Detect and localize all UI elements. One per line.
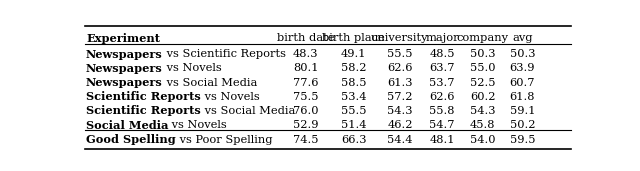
Text: 63.9: 63.9 — [509, 63, 535, 73]
Text: 50.3: 50.3 — [509, 49, 535, 59]
Text: 51.4: 51.4 — [341, 120, 367, 130]
Text: 49.1: 49.1 — [341, 49, 367, 59]
Text: major: major — [425, 33, 459, 43]
Text: vs Social Media: vs Social Media — [163, 77, 257, 88]
Text: 52.5: 52.5 — [470, 77, 495, 88]
Text: birth place: birth place — [323, 33, 385, 43]
Text: 55.8: 55.8 — [429, 106, 455, 116]
Text: 48.3: 48.3 — [293, 49, 319, 59]
Text: Scientific Reports: Scientific Reports — [86, 91, 201, 102]
Text: vs Novels: vs Novels — [163, 63, 221, 73]
Text: Good Spelling: Good Spelling — [86, 134, 176, 145]
Text: 52.9: 52.9 — [293, 120, 319, 130]
Text: 61.3: 61.3 — [387, 77, 413, 88]
Text: 50.2: 50.2 — [509, 120, 535, 130]
Text: 60.2: 60.2 — [470, 92, 495, 102]
Text: 58.5: 58.5 — [341, 77, 367, 88]
Text: university: university — [371, 33, 429, 43]
Text: 50.3: 50.3 — [470, 49, 495, 59]
Text: vs Poor Spelling: vs Poor Spelling — [176, 135, 272, 145]
Text: 59.5: 59.5 — [509, 135, 535, 145]
Text: 77.6: 77.6 — [293, 77, 319, 88]
Text: 48.5: 48.5 — [429, 49, 455, 59]
Text: Newspapers: Newspapers — [86, 49, 163, 60]
Text: 54.0: 54.0 — [470, 135, 495, 145]
Text: 59.1: 59.1 — [509, 106, 535, 116]
Text: 57.2: 57.2 — [387, 92, 413, 102]
Text: 53.7: 53.7 — [429, 77, 455, 88]
Text: company: company — [457, 33, 509, 43]
Text: 60.7: 60.7 — [509, 77, 535, 88]
Text: Newspapers: Newspapers — [86, 77, 163, 88]
Text: 80.1: 80.1 — [293, 63, 319, 73]
Text: vs Novels: vs Novels — [201, 92, 259, 102]
Text: Experiment: Experiment — [86, 33, 160, 44]
Text: 54.3: 54.3 — [470, 106, 495, 116]
Text: 54.4: 54.4 — [387, 135, 413, 145]
Text: 62.6: 62.6 — [387, 63, 413, 73]
Text: vs Scientific Reports: vs Scientific Reports — [163, 49, 285, 59]
Text: 61.8: 61.8 — [509, 92, 535, 102]
Text: Newspapers: Newspapers — [86, 63, 163, 74]
Text: 48.1: 48.1 — [429, 135, 455, 145]
Text: 76.0: 76.0 — [293, 106, 319, 116]
Text: birth date: birth date — [277, 33, 335, 43]
Text: 46.2: 46.2 — [387, 120, 413, 130]
Text: 45.8: 45.8 — [470, 120, 495, 130]
Text: 62.6: 62.6 — [429, 92, 455, 102]
Text: 74.5: 74.5 — [293, 135, 319, 145]
Text: 55.5: 55.5 — [387, 49, 413, 59]
Text: 55.5: 55.5 — [341, 106, 367, 116]
Text: Scientific Reports: Scientific Reports — [86, 106, 201, 116]
Text: 75.5: 75.5 — [293, 92, 319, 102]
Text: 55.0: 55.0 — [470, 63, 495, 73]
Text: 54.3: 54.3 — [387, 106, 413, 116]
Text: 66.3: 66.3 — [341, 135, 367, 145]
Text: vs Social Media: vs Social Media — [201, 106, 295, 116]
Text: Social Media: Social Media — [86, 120, 168, 131]
Text: 53.4: 53.4 — [341, 92, 367, 102]
Text: 63.7: 63.7 — [429, 63, 455, 73]
Text: 58.2: 58.2 — [341, 63, 367, 73]
Text: 54.7: 54.7 — [429, 120, 455, 130]
Text: avg: avg — [512, 33, 532, 43]
Text: vs Novels: vs Novels — [168, 120, 227, 130]
